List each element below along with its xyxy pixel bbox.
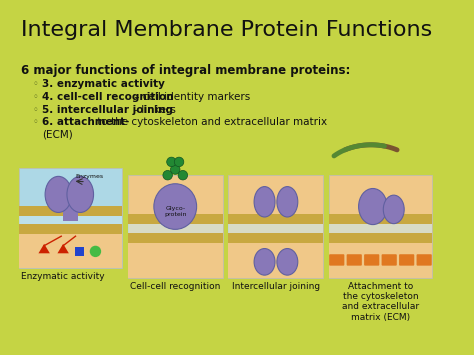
Text: ◦: ◦ [33,92,38,103]
Bar [128,243,223,278]
Bar [228,233,323,243]
Ellipse shape [277,187,298,217]
FancyBboxPatch shape [364,254,379,266]
Text: ◦: ◦ [33,79,38,89]
Bar [329,214,432,224]
FancyBboxPatch shape [329,175,432,278]
Bar [19,234,122,268]
Bar [329,224,432,233]
Text: to the cytoskeleton and extracellular matrix: to the cytoskeleton and extracellular ma… [94,117,327,127]
Bar [128,224,223,233]
FancyBboxPatch shape [417,254,432,266]
Text: Enzymatic activity: Enzymatic activity [21,272,105,281]
FancyBboxPatch shape [346,254,362,266]
Circle shape [178,170,188,180]
Bar [19,206,122,216]
Text: 3. enzymatic activity: 3. enzymatic activity [42,79,165,89]
Text: Integral Membrane Protein Functions: Integral Membrane Protein Functions [21,20,433,40]
Bar [228,243,323,278]
FancyBboxPatch shape [382,254,397,266]
Text: (ECM): (ECM) [42,130,73,140]
Bar [329,243,432,278]
Ellipse shape [154,184,197,229]
Text: 6 major functions of integral membrane proteins:: 6 major functions of integral membrane p… [21,64,351,77]
Text: 4. cell-cell recognition: 4. cell-cell recognition [42,92,174,103]
Circle shape [167,157,176,166]
Ellipse shape [45,176,72,212]
FancyBboxPatch shape [19,169,122,268]
Bar [228,224,323,233]
Text: Attachment to
the cytoskeleton
and extracellular
matrix (ECM): Attachment to the cytoskeleton and extra… [342,282,419,322]
Bar [74,247,84,256]
Text: Enzymes: Enzymes [75,174,104,179]
FancyBboxPatch shape [329,254,344,266]
Ellipse shape [67,176,93,212]
FancyBboxPatch shape [399,254,414,266]
Ellipse shape [254,187,275,217]
FancyBboxPatch shape [128,175,223,278]
Text: 5. intercellular joining: 5. intercellular joining [42,105,173,115]
Bar [19,216,122,224]
Circle shape [174,157,184,166]
Text: - linkers: - linkers [131,105,176,115]
Polygon shape [38,244,50,253]
FancyBboxPatch shape [228,175,323,278]
Text: Cell-cell recognition: Cell-cell recognition [130,282,220,290]
Bar [228,214,323,224]
Bar [19,224,122,234]
Bar [128,233,223,243]
Circle shape [163,170,173,180]
Bar [128,214,223,224]
Polygon shape [57,244,69,253]
Text: Glyco-
protein: Glyco- protein [164,206,186,217]
Ellipse shape [359,189,387,225]
Circle shape [171,165,180,174]
Ellipse shape [254,248,275,275]
Ellipse shape [383,195,404,224]
Text: ◦: ◦ [33,117,38,127]
Bar [63,202,78,220]
Text: Intercellular joining: Intercellular joining [232,282,320,290]
Bar [329,233,432,243]
Ellipse shape [277,248,298,275]
Text: 6. attachment-: 6. attachment- [42,117,129,127]
Circle shape [90,246,101,257]
Text: – cell identity markers: – cell identity markers [131,92,250,103]
Text: ◦: ◦ [33,105,38,115]
